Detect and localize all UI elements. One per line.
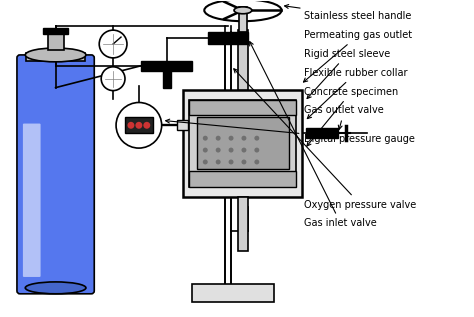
Bar <box>163 66 171 87</box>
Circle shape <box>255 148 259 152</box>
Text: Permeating gas outlet: Permeating gas outlet <box>303 30 412 82</box>
Text: Concrete specimen: Concrete specimen <box>304 87 399 146</box>
Bar <box>238 30 248 90</box>
Circle shape <box>255 159 259 165</box>
Ellipse shape <box>234 7 252 14</box>
Bar <box>141 61 192 71</box>
FancyBboxPatch shape <box>17 55 94 294</box>
Circle shape <box>101 67 125 91</box>
Bar <box>208 32 248 44</box>
Bar <box>239 7 247 32</box>
Bar <box>238 197 248 251</box>
Text: Digital pressure gauge: Digital pressure gauge <box>166 119 415 144</box>
Circle shape <box>99 30 127 58</box>
Circle shape <box>203 136 208 141</box>
Text: Gas inlet valve: Gas inlet valve <box>250 42 377 229</box>
Circle shape <box>216 148 220 152</box>
Bar <box>43 28 68 34</box>
Circle shape <box>241 159 246 165</box>
Circle shape <box>241 136 246 141</box>
Bar <box>190 100 296 115</box>
Bar <box>176 120 189 130</box>
Circle shape <box>116 102 162 148</box>
Circle shape <box>203 148 208 152</box>
Circle shape <box>241 148 246 152</box>
Bar <box>190 100 296 187</box>
Circle shape <box>228 159 234 165</box>
Circle shape <box>203 159 208 165</box>
Bar <box>48 32 64 50</box>
Text: Gas outlet valve: Gas outlet valve <box>304 106 384 129</box>
Circle shape <box>128 122 135 129</box>
Text: Stainless steel handle: Stainless steel handle <box>284 4 412 21</box>
Bar <box>197 117 289 169</box>
Bar <box>190 171 296 187</box>
Circle shape <box>216 136 220 141</box>
Text: Rigid steel sleeve: Rigid steel sleeve <box>304 49 391 99</box>
Bar <box>306 128 338 138</box>
Circle shape <box>143 122 150 129</box>
Text: Oxygen pressure valve: Oxygen pressure valve <box>234 69 417 210</box>
Ellipse shape <box>25 282 86 294</box>
Ellipse shape <box>25 48 86 62</box>
Circle shape <box>228 136 234 141</box>
FancyBboxPatch shape <box>23 124 41 277</box>
Bar <box>26 53 85 61</box>
Circle shape <box>228 148 234 152</box>
Bar <box>192 284 273 302</box>
Circle shape <box>216 159 220 165</box>
Bar <box>125 117 153 133</box>
Circle shape <box>255 136 259 141</box>
Text: Flexible rubber collar: Flexible rubber collar <box>304 68 408 119</box>
Circle shape <box>136 122 142 129</box>
Bar <box>183 90 302 197</box>
